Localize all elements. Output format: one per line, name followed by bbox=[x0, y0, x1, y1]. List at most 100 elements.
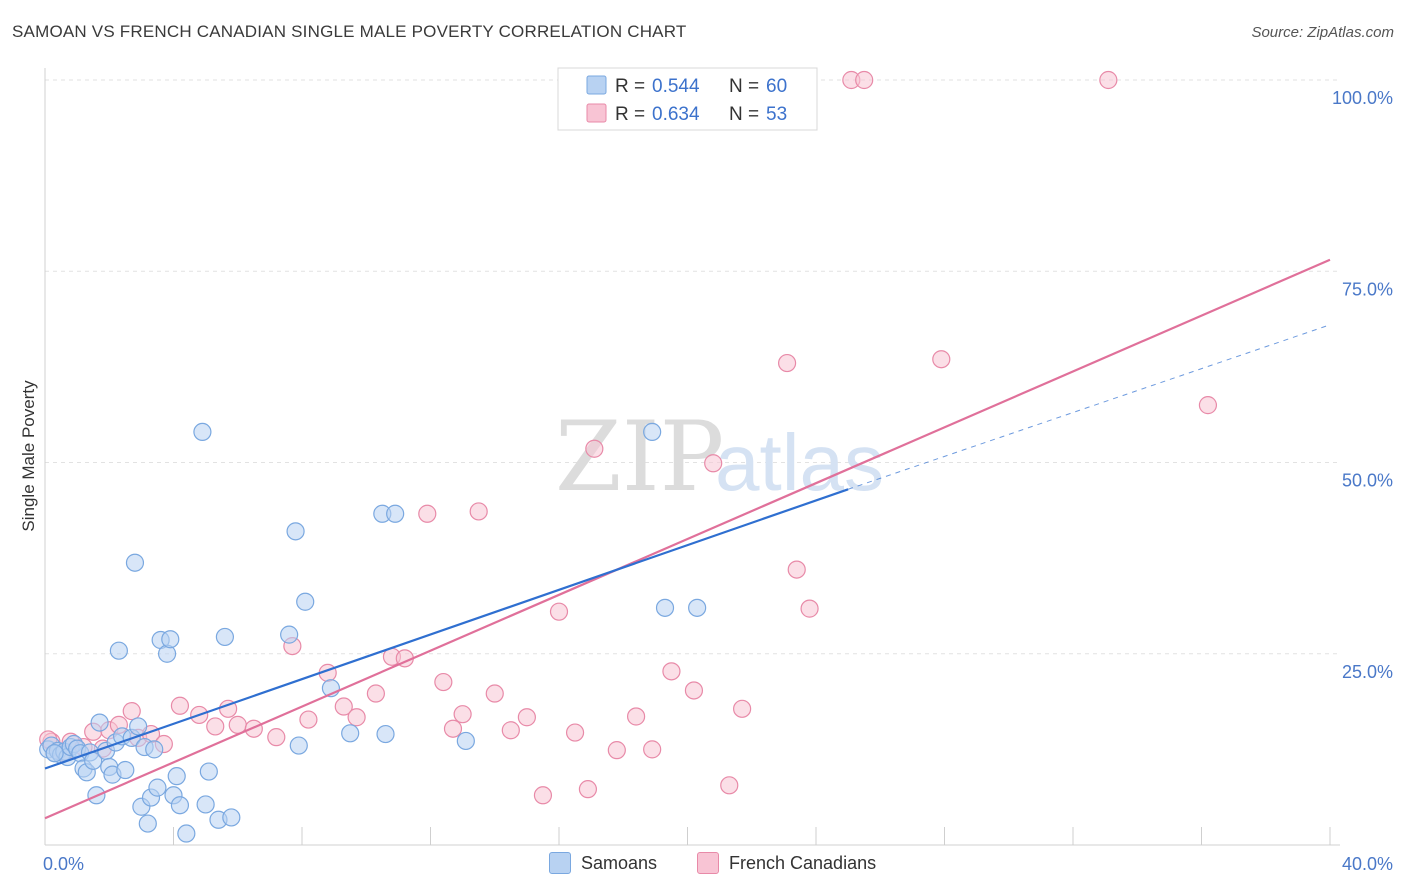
french-canadians-point bbox=[585, 439, 604, 458]
french-canadians-point bbox=[434, 672, 453, 692]
french-canadians-point bbox=[501, 721, 520, 740]
samoans-point bbox=[688, 598, 707, 617]
french-canadians-point bbox=[777, 353, 797, 373]
y-axis-label: Single Male Poverty bbox=[19, 380, 38, 532]
french-canadians-point bbox=[662, 662, 681, 681]
bottom-legend-swatch-french-canadians bbox=[697, 852, 719, 874]
samoans-point bbox=[376, 724, 395, 744]
samoans-point bbox=[655, 598, 675, 617]
watermark-zip: ZIP bbox=[555, 401, 724, 513]
samoans-trend-extension bbox=[847, 324, 1331, 490]
samoans-point bbox=[109, 641, 128, 660]
legend-r-value: 0.634 bbox=[652, 104, 700, 125]
y-tick-label: 25.0% bbox=[1342, 662, 1393, 682]
legend-r-label: R = bbox=[615, 104, 645, 125]
french-canadians-point bbox=[244, 719, 263, 738]
french-canadians-point bbox=[418, 504, 437, 523]
french-canadians-point bbox=[533, 786, 553, 805]
bottom-legend-label: Samoans bbox=[581, 852, 658, 873]
legend-swatch-french-canadians bbox=[586, 103, 607, 123]
french-canadians-point bbox=[122, 702, 141, 721]
bottom-legend-item-samoans: Samoans bbox=[549, 852, 657, 874]
bottom-legend: Samoans French Canadians bbox=[0, 850, 1406, 880]
samoans-point bbox=[167, 767, 186, 786]
samoans-point bbox=[145, 740, 164, 759]
samoans-point bbox=[45, 744, 64, 763]
french-canadians-point bbox=[800, 599, 819, 618]
samoans-point bbox=[199, 762, 218, 781]
french-canadians-point bbox=[1198, 396, 1218, 415]
samoans-point bbox=[170, 796, 190, 815]
legend-swatch-samoans bbox=[586, 75, 607, 95]
bottom-legend-item-french-canadians: French Canadians bbox=[697, 852, 876, 874]
legend-r-value: 0.544 bbox=[652, 76, 700, 97]
samoans-point bbox=[296, 592, 315, 611]
french-canadians-point bbox=[643, 740, 662, 759]
french-canadians-point bbox=[517, 708, 536, 727]
legend-r-label: R = bbox=[615, 76, 645, 97]
french-canadians-point bbox=[267, 728, 286, 747]
samoans-point bbox=[116, 760, 135, 780]
french-canadians-point bbox=[453, 705, 472, 724]
legend-n-value: 60 bbox=[766, 76, 787, 97]
french-canadians-point bbox=[334, 697, 353, 716]
tick-labels: 25.0% 50.0% 75.0% 100.0% 0.0% 40.0% bbox=[43, 88, 1393, 874]
legend-n-label: N = bbox=[729, 76, 759, 97]
grid-lines bbox=[45, 79, 1340, 655]
samoans-point bbox=[125, 553, 145, 572]
samoans-point bbox=[215, 627, 234, 647]
samoans-point bbox=[129, 717, 148, 736]
french-canadians-trend-line bbox=[44, 258, 1331, 820]
french-canadians-point bbox=[684, 681, 704, 700]
source-label: Source: ZipAtlas.com bbox=[1251, 24, 1394, 41]
samoans-point bbox=[90, 713, 109, 732]
samoans-point bbox=[161, 630, 180, 649]
y-tick-label: 75.0% bbox=[1342, 279, 1393, 299]
x-tick-label: 40.0% bbox=[1342, 854, 1393, 874]
samoans-point bbox=[196, 795, 215, 814]
french-canadians-point bbox=[607, 741, 626, 760]
french-canadians-point bbox=[469, 502, 488, 521]
samoans-point bbox=[148, 778, 167, 797]
samoans-point bbox=[177, 824, 196, 843]
samoans-points bbox=[39, 422, 707, 843]
french-canadians-point bbox=[787, 560, 806, 579]
samoans-point bbox=[289, 736, 308, 755]
y-tick-label: 100.0% bbox=[1332, 88, 1393, 108]
french-canadians-point bbox=[704, 454, 723, 473]
legend-n-label: N = bbox=[729, 104, 759, 125]
french-canadians-point bbox=[733, 699, 752, 718]
french-canadians-point bbox=[485, 684, 504, 703]
trend-lines bbox=[44, 258, 1331, 820]
french-canadians-point bbox=[565, 723, 585, 742]
legend-box: R = 0.544 N = 60 R = 0.634 N = 53 bbox=[557, 67, 818, 131]
french-canadians-point bbox=[1099, 70, 1118, 90]
samoans-point bbox=[280, 625, 299, 644]
french-canadians-point bbox=[366, 684, 385, 703]
french-canadians-point bbox=[170, 696, 190, 715]
french-canadians-point bbox=[720, 776, 739, 795]
chart-title: SAMOAN VS FRENCH CANADIAN SINGLE MALE PO… bbox=[12, 22, 687, 41]
watermark-atlas: atlas bbox=[715, 418, 884, 507]
bottom-legend-swatch-samoans bbox=[549, 852, 571, 874]
french-canadians-point bbox=[578, 780, 598, 799]
samoans-trend-line bbox=[44, 488, 849, 770]
samoans-point bbox=[193, 422, 212, 441]
french-canadians-point bbox=[549, 602, 569, 621]
samoans-point bbox=[643, 422, 662, 441]
french-canadians-point bbox=[855, 70, 874, 90]
samoans-point bbox=[222, 808, 241, 827]
axes bbox=[44, 68, 1340, 846]
watermark: ZIP atlas bbox=[555, 401, 884, 513]
x-tick-label: 0.0% bbox=[43, 854, 84, 874]
bottom-legend-label: French Canadians bbox=[729, 852, 877, 873]
samoans-point bbox=[386, 504, 405, 523]
samoans-point bbox=[456, 731, 475, 751]
french-canadians-point bbox=[443, 719, 463, 738]
samoans-point bbox=[138, 814, 157, 833]
french-canadians-point bbox=[299, 710, 318, 729]
y-tick-label: 50.0% bbox=[1342, 471, 1393, 491]
french-canadians-point bbox=[206, 717, 225, 736]
samoans-point bbox=[286, 522, 305, 541]
